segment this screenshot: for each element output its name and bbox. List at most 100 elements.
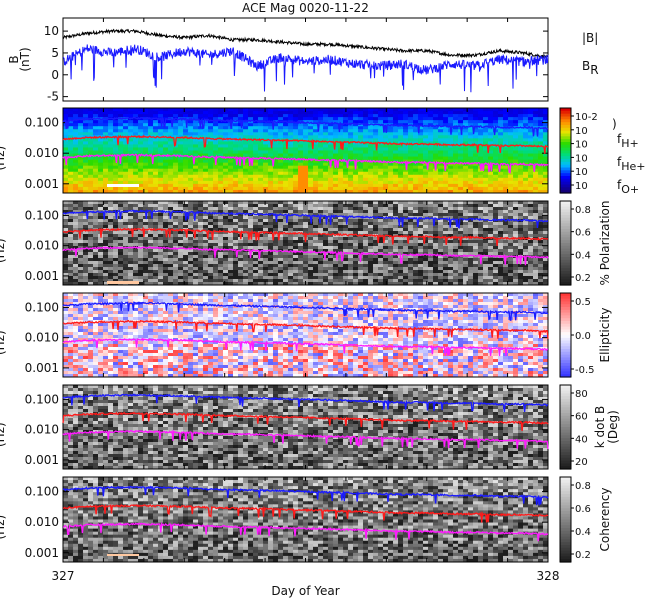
spectrogram-cell: [433, 126, 439, 130]
spectrogram-cell: [298, 147, 304, 151]
spectrogram-cell: [88, 234, 94, 238]
spectrogram-cell: [158, 141, 164, 145]
spectrogram-cell: [108, 144, 114, 148]
spectrogram-cell: [98, 183, 104, 188]
spectrogram-cell: [88, 162, 94, 167]
spectrogram-cell: [173, 165, 179, 170]
spectrogram-cell: [313, 180, 319, 185]
spectrogram-cell: [383, 138, 389, 142]
spectrogram-cell: [443, 120, 449, 124]
spectrogram-cell: [373, 252, 379, 256]
spectrogram-cell: [213, 135, 219, 139]
spectrogram-cell: [373, 210, 379, 214]
spectrogram-cell: [393, 117, 399, 121]
spectrogram-cell: [383, 111, 389, 115]
spectrogram-cell: [258, 126, 264, 130]
spectrogram-cell: [313, 228, 319, 232]
spectrogram-cell: [198, 210, 204, 214]
spectrogram-cell: [483, 162, 489, 167]
spectrogram-cell: [413, 150, 419, 155]
spectrogram-cell: [468, 159, 474, 164]
spectrogram-cell: [193, 123, 199, 127]
spectrogram-cell: [523, 216, 529, 220]
spectrogram-cell: [528, 216, 534, 220]
spectrogram-cell: [463, 177, 469, 182]
spectrogram-cell: [243, 255, 249, 259]
spectrogram-cell: [213, 204, 219, 208]
spectrogram-cell: [528, 225, 534, 229]
spectrogram-cell: [403, 189, 409, 194]
spectrogram-cell: [308, 228, 314, 232]
spectrogram-cell: [213, 186, 219, 191]
spectrogram-cell: [353, 249, 359, 253]
spectrogram-cell: [433, 171, 439, 176]
spectrogram-cell: [238, 180, 244, 185]
spectrogram-cell: [313, 123, 319, 127]
spectrogram-cell: [353, 111, 359, 115]
spectrogram-cell: [63, 147, 69, 151]
spectrogram-cell: [488, 261, 494, 265]
spectrogram-cell: [473, 144, 479, 148]
spectrogram-cell: [323, 210, 329, 214]
spectrogram-cell: [368, 144, 374, 148]
spectrogram-cell: [523, 225, 529, 229]
spectrogram-cell: [108, 150, 114, 155]
spectrogram-cell: [128, 126, 134, 130]
spectrogram-cell: [168, 150, 174, 155]
spectrogram-cell: [468, 174, 474, 179]
spectrogram-cell: [468, 207, 474, 211]
spectrogram-cell: [263, 135, 269, 139]
spectrogram-cell: [188, 168, 194, 173]
spectrogram-cell: [188, 129, 194, 133]
line-f-He: [62, 134, 549, 154]
spectrogram-cell: [153, 147, 159, 151]
spectrogram-cell: [493, 177, 499, 182]
spectrogram-cell: [423, 162, 429, 167]
spectrogram-cell: [373, 189, 379, 194]
spectrogram-cell: [438, 222, 444, 226]
spectrogram-cell: [398, 252, 404, 256]
spectrogram-cell: [528, 153, 534, 158]
spectrogram-cell: [258, 216, 264, 220]
spectrogram-cell: [138, 189, 144, 194]
spectrogram-cell: [423, 165, 429, 170]
spectrogram-cell: [498, 261, 504, 265]
spectrogram-cell: [358, 174, 364, 179]
spectrogram-cell: [208, 156, 214, 161]
spectrogram-cell: [333, 186, 339, 191]
spectrogram-cell: [158, 216, 164, 220]
spectrogram-cell: [333, 123, 339, 127]
spectrogram-cell: [78, 216, 84, 220]
spectrogram-cell: [483, 126, 489, 130]
spectrogram-cell: [183, 132, 189, 136]
spectrogram-cell: [318, 150, 324, 155]
spectrogram-cell: [523, 132, 529, 136]
spectrogram-cell: [158, 252, 164, 256]
spectrogram-cell: [283, 174, 289, 179]
spectrogram-cell: [103, 264, 109, 268]
spectrogram-cell: [373, 246, 379, 250]
spectrogram-cell: [268, 228, 274, 232]
spectrogram-cell: [248, 267, 254, 271]
spectrogram-cell: [498, 153, 504, 158]
spectrogram-cell: [463, 126, 469, 130]
spectrogram-cell: [178, 204, 184, 208]
spectrogram-cell: [508, 258, 514, 262]
spectrogram-cell: [478, 219, 484, 223]
spectrogram-cell: [143, 138, 149, 142]
spectrogram-cell: [433, 138, 439, 142]
spectrogram-cell: [358, 180, 364, 185]
spectrogram-cell: [498, 249, 504, 253]
spectrogram-cell: [78, 207, 84, 211]
spectrogram-cell: [318, 207, 324, 211]
spectrogram-cell: [68, 207, 74, 211]
spectrogram-cell: [463, 120, 469, 124]
spectrogram-cell: [318, 234, 324, 238]
spectrogram-cell: [338, 234, 344, 238]
spectrogram-cell: [98, 129, 104, 133]
spectrogram-cell: [443, 114, 449, 118]
spectrogram-cell: [313, 126, 319, 130]
spectrogram-cell: [518, 243, 524, 247]
spectrogram-cell: [448, 147, 454, 151]
spectrogram-cell: [448, 159, 454, 164]
